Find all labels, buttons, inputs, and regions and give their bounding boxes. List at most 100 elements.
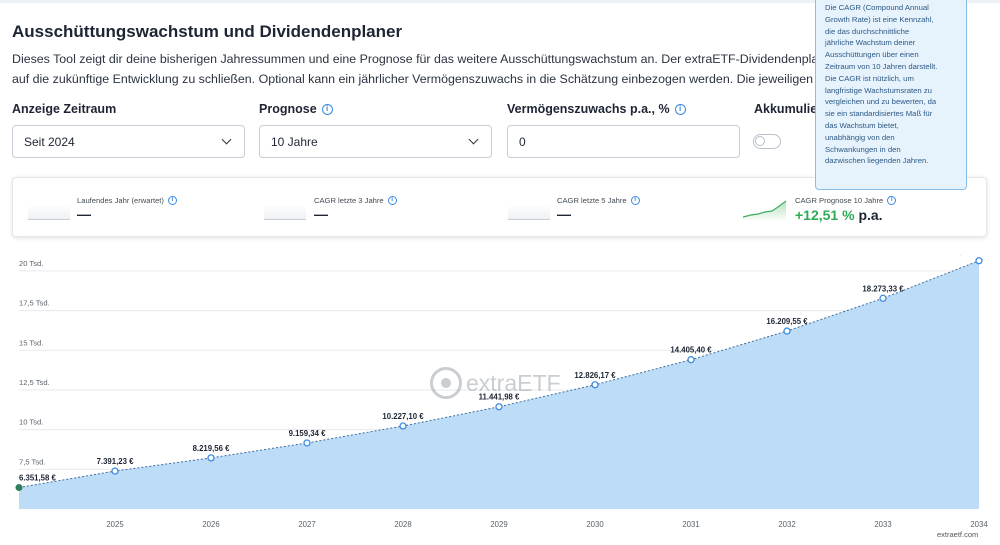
data-point	[783, 327, 791, 335]
sparkline-placeholder	[28, 205, 70, 220]
y-tick-label: 15 Tsd.	[19, 338, 43, 347]
y-tick-label: 10 Tsd.	[19, 418, 43, 427]
tooltip-line: Schwankungen in den	[825, 144, 901, 154]
tooltip-line: Zeitraum von 10 Jahren darstellt.	[825, 61, 938, 71]
stat-cagr-5: CAGR letzte 5 Jahre i —	[493, 178, 733, 238]
data-point	[111, 467, 119, 475]
toggle-knob	[755, 136, 765, 146]
x-tick-label: 2033	[874, 520, 891, 529]
vermoegen-label-text: Vermögenszuwachs p.a., %	[507, 102, 670, 116]
akkumulieren-label: Akkumulier	[754, 102, 822, 116]
vermoegen-input[interactable]: 0	[507, 125, 740, 158]
zeitraum-select-value: Seit 2024	[24, 134, 75, 149]
intro-text: Dieses Tool zeigt dir deine bisherigen J…	[12, 49, 1000, 89]
chart-source: extraetf.com	[937, 530, 979, 539]
x-tick-label: 2028	[394, 520, 411, 529]
info-icon[interactable]: i	[387, 196, 397, 205]
info-icon[interactable]: i	[630, 196, 640, 205]
prognose-label-text: Prognose	[259, 102, 317, 116]
x-tick-label: 2029	[490, 520, 507, 529]
tooltip-line: unabhängig von den	[825, 132, 895, 142]
stat-label-text: CAGR Prognose 10 Jahre	[795, 196, 884, 205]
y-tick-label: 7,5 Tsd.	[19, 457, 45, 466]
x-tick-label: 2034	[970, 520, 988, 529]
tooltip-line: Die CAGR ist nützlich, um	[825, 73, 914, 83]
data-label: 6.351,58 €	[19, 474, 57, 483]
page-title: Ausschüttungswachstum und Dividendenplan…	[12, 22, 403, 41]
data-point	[303, 439, 311, 447]
info-icon[interactable]: i	[167, 196, 177, 205]
tooltip-line: jährliche Wachstum deiner	[825, 38, 916, 48]
stat-label-text: CAGR letzte 3 Jahre	[314, 196, 384, 205]
tooltip-line: langfristige Wachstumsraten zu	[825, 85, 932, 95]
data-point-start	[15, 484, 23, 492]
stat-laufendes-jahr: Laufendes Jahr (erwartet) i —	[13, 178, 253, 238]
data-point	[591, 381, 599, 389]
akkumulieren-toggle[interactable]	[753, 134, 781, 149]
stat-value: —	[314, 206, 328, 222]
data-label: 11.441,98 €	[479, 393, 520, 402]
data-label: 10.227,10 €	[382, 412, 424, 421]
extraetf-logo-icon	[430, 367, 462, 399]
cagr-prognose-value: +12,51 %	[795, 207, 855, 223]
data-label: 16.209,55 €	[766, 317, 808, 326]
x-tick-label: 2026	[202, 520, 219, 529]
vermoegen-input-value: 0	[519, 134, 526, 149]
info-icon[interactable]: i	[887, 196, 897, 205]
stat-cagr-prognose: CAGR Prognose 10 Jahre i +12,51 % p.a.	[733, 178, 988, 238]
sparkline-placeholder	[508, 205, 550, 220]
y-tick-label: 12,5 Tsd.	[19, 378, 50, 387]
data-point	[687, 356, 695, 364]
y-tick-label: 20 Tsd.	[19, 259, 43, 268]
tooltip-line: Die CAGR (Compound Annual	[825, 3, 929, 12]
data-point	[399, 422, 407, 430]
data-label: 8.219,56 €	[193, 444, 231, 453]
tooltip-line: vergleichen und zu bewerten, da	[825, 97, 937, 107]
tooltip-line: das Wachstum bietet,	[825, 120, 899, 130]
tooltip-line: dazwischen liegenden Jahren.	[825, 156, 929, 166]
stat-label-text: Laufendes Jahr (erwartet)	[77, 196, 164, 205]
vermoegen-label: Vermögenszuwachs p.a., % i	[507, 102, 686, 116]
stat-cagr-3: CAGR letzte 3 Jahre i —	[253, 178, 493, 238]
area-fill	[19, 260, 979, 509]
x-tick-label: 2031	[682, 520, 699, 529]
stat-label: CAGR letzte 5 Jahre i	[557, 196, 640, 205]
data-point	[975, 257, 983, 265]
prognose-select[interactable]: 10 Jahre	[259, 125, 492, 158]
zeitraum-label: Anzeige Zeitraum	[12, 102, 116, 116]
chevron-down-icon	[221, 134, 232, 145]
stat-label: CAGR Prognose 10 Jahre i	[795, 196, 897, 205]
tooltip-line: die das durchschnittliche	[825, 26, 910, 36]
info-icon[interactable]: i	[674, 103, 686, 115]
cagr-prognose-suffix: p.a.	[858, 207, 883, 223]
zeitraum-select[interactable]: Seit 2024	[12, 125, 245, 158]
watermark-text: extraETF	[466, 369, 561, 396]
data-label: 12.826,17 €	[574, 371, 616, 380]
data-point	[207, 454, 215, 462]
prognose-select-value: 10 Jahre	[271, 134, 318, 149]
sparkline-placeholder	[264, 205, 306, 220]
top-border	[0, 0, 1000, 3]
stats-card: Laufendes Jahr (erwartet) i — CAGR letzt…	[12, 177, 987, 237]
stat-value: —	[77, 206, 91, 222]
stat-value: —	[557, 206, 571, 222]
y-tick-label: 17,5 Tsd.	[19, 299, 50, 308]
watermark: extraETF	[430, 367, 561, 399]
data-label: 7.391,23 €	[97, 457, 135, 466]
x-tick-label: 2027	[298, 520, 315, 529]
data-point	[879, 294, 887, 302]
x-tick-label: 2025	[106, 520, 124, 529]
data-point	[495, 403, 503, 411]
dividend-forecast-chart: 7,5 Tsd. 10 Tsd. 12,5 Tsd. 15 Tsd. 17,5 Tsd.…	[15, 255, 988, 529]
info-icon[interactable]: i	[321, 103, 333, 115]
stat-label: CAGR letzte 3 Jahre i	[314, 196, 397, 205]
intro-line-2: auf die zukünftige Entwicklung zu schlie…	[12, 72, 879, 86]
data-label: 18.273,33 €	[862, 284, 904, 293]
cagr-tooltip: Die CAGR (Compound Annual Growth Rate) is…	[815, 0, 967, 190]
x-tick-label: 2030	[586, 520, 604, 529]
chevron-down-icon	[468, 134, 479, 145]
stat-label: Laufendes Jahr (erwartet) i	[77, 196, 177, 205]
prognose-label: Prognose i	[259, 102, 333, 116]
data-label: 14.405,40 €	[670, 346, 712, 355]
stat-value: +12,51 % p.a.	[795, 207, 883, 223]
